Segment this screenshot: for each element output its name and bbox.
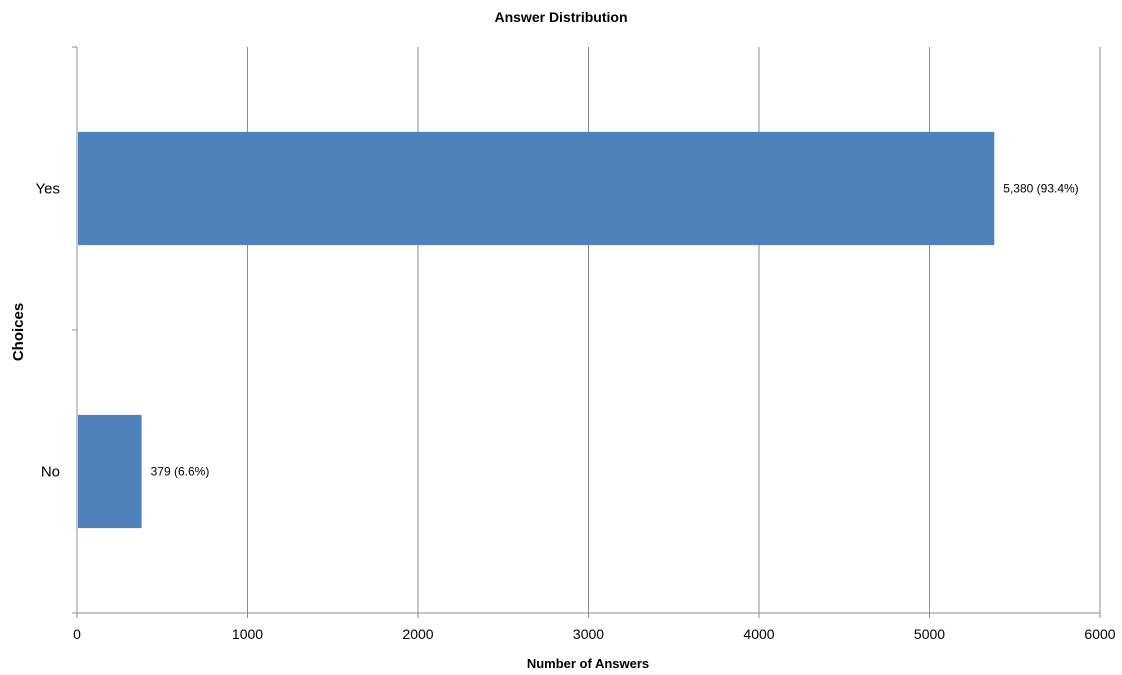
bar-no bbox=[78, 414, 142, 529]
data-labels: 5,380 (93.4%) 379 (6.6%) bbox=[151, 182, 1079, 479]
category-labels: Yes No bbox=[36, 181, 60, 481]
x-axis-title: Number of Answers bbox=[527, 656, 649, 671]
x-tick-label: 0 bbox=[73, 626, 81, 642]
x-tick-label: 4000 bbox=[743, 626, 774, 642]
x-tick-label: 1000 bbox=[232, 626, 263, 642]
bar-yes bbox=[78, 131, 995, 246]
data-label-no: 379 (6.6%) bbox=[151, 465, 210, 479]
x-tick-label: 6000 bbox=[1084, 626, 1115, 642]
x-tick-label: 3000 bbox=[573, 626, 604, 642]
category-label-no: No bbox=[41, 464, 60, 481]
data-label-yes: 5,380 (93.4%) bbox=[1003, 182, 1078, 196]
axes bbox=[72, 46, 1101, 618]
y-axis-title: Choices bbox=[10, 303, 27, 361]
category-label-yes: Yes bbox=[36, 181, 60, 198]
x-tick-labels: 0 1000 2000 3000 4000 5000 6000 bbox=[73, 626, 1116, 642]
x-tick-label: 5000 bbox=[914, 626, 945, 642]
x-tick-label: 2000 bbox=[402, 626, 433, 642]
chart-title: Answer Distribution bbox=[494, 9, 627, 25]
bars bbox=[78, 131, 995, 529]
